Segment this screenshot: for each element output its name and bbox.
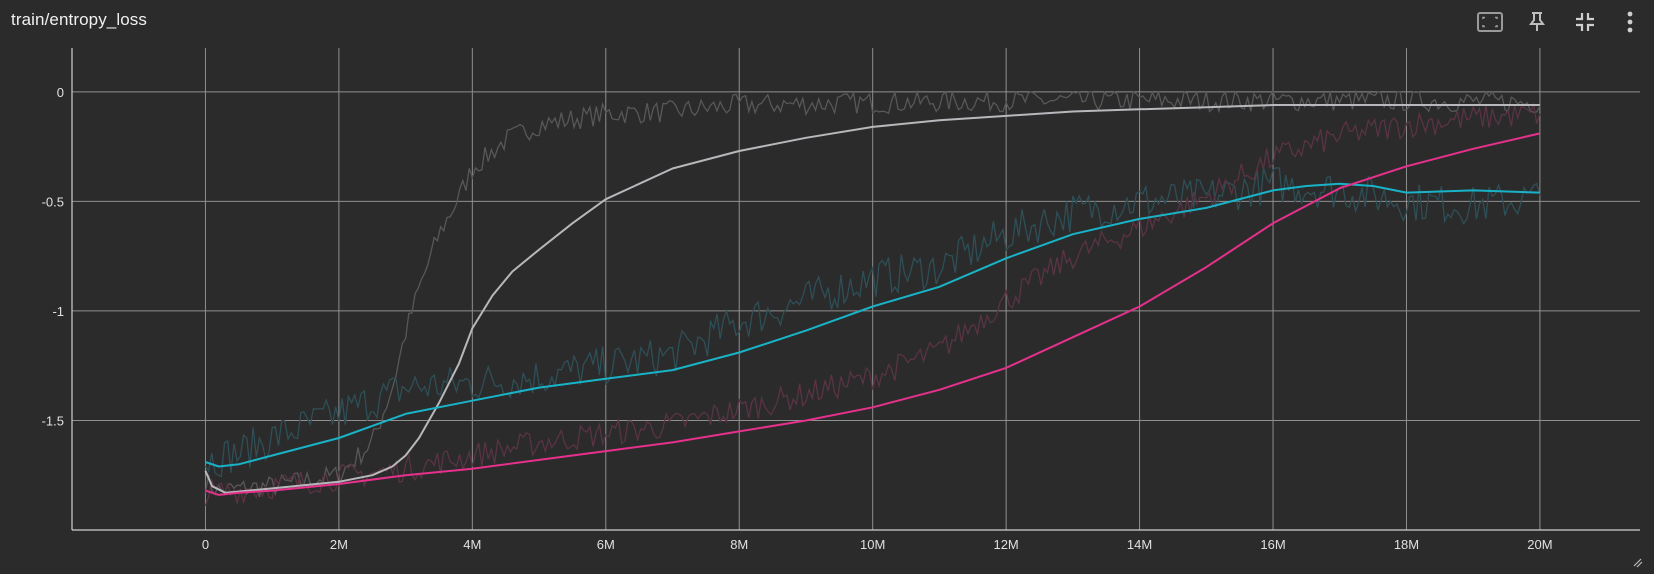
x-tick-label: 12M <box>993 537 1018 552</box>
x-tick-label: 20M <box>1527 537 1552 552</box>
x-tick-label: 14M <box>1127 537 1152 552</box>
series-line-2[interactable] <box>205 132 1541 496</box>
x-tick-label: 10M <box>860 537 885 552</box>
collapse-icon <box>1574 11 1596 33</box>
axes: 0 2M 4M 6M 8M 10M 12M 14M 16M 18M 20M 0 -0.5 -1 -1.5 <box>42 48 1640 552</box>
y-tick-label: 0 <box>57 85 64 100</box>
smoothed-series-layer <box>204 104 1541 496</box>
x-tick-label: 8M <box>730 537 748 552</box>
x-tick-label: 0 <box>202 537 209 552</box>
series-line-0[interactable] <box>204 104 1540 494</box>
collapse-button[interactable] <box>1569 6 1601 38</box>
x-tick-label: 2M <box>330 537 348 552</box>
series-line-1[interactable] <box>205 182 1540 468</box>
x-tick-label: 16M <box>1260 537 1285 552</box>
card-header: train/entropy_loss <box>0 0 1654 44</box>
grid <box>72 48 1640 530</box>
pin-icon <box>1527 11 1547 33</box>
resize-handle-icon[interactable] <box>1633 558 1643 568</box>
raw-series-line-2 <box>204 101 1541 507</box>
x-tick-label: 6M <box>597 537 615 552</box>
pin-button[interactable] <box>1521 6 1553 38</box>
more-button[interactable] <box>1614 6 1646 38</box>
x-tick-label: 18M <box>1394 537 1419 552</box>
card-title: train/entropy_loss <box>11 10 147 29</box>
raw-series-layer <box>204 89 1541 507</box>
x-tick-label: 4M <box>463 537 481 552</box>
y-tick-label: -1 <box>52 304 64 319</box>
y-tick-label: -1.5 <box>42 413 64 428</box>
y-tick-label: -0.5 <box>42 194 64 209</box>
raw-series-line-1 <box>204 167 1541 478</box>
more-vert-icon <box>1626 10 1634 34</box>
fit-domain-button[interactable] <box>1474 6 1506 38</box>
fit-to-data-icon <box>1476 10 1504 34</box>
raw-series-line-0 <box>204 89 1541 498</box>
